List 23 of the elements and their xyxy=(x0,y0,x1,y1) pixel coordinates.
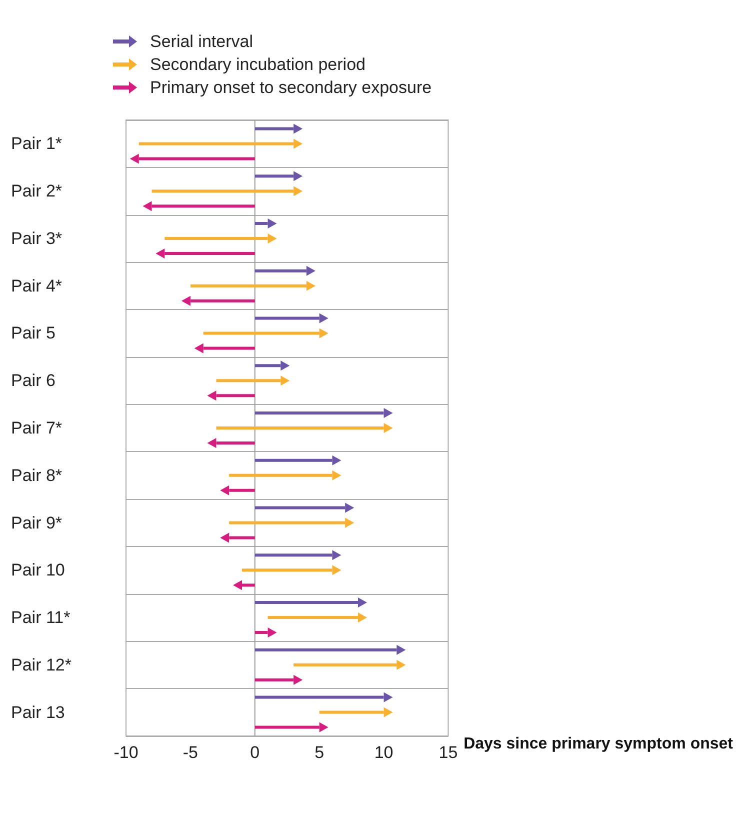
y-tick-label: Pair 2* xyxy=(11,182,62,201)
x-tick-label: 0 xyxy=(250,743,260,762)
x-axis-title: Days since primary symptom onset xyxy=(464,736,734,752)
x-tick-label: 5 xyxy=(314,743,324,762)
y-tick-label: Pair 7* xyxy=(11,418,62,438)
x-tick-label: -5 xyxy=(182,743,198,762)
y-tick-label: Pair 13 xyxy=(11,702,65,722)
y-tick-label: Pair 9* xyxy=(11,513,62,532)
legend-label: Secondary incubation period xyxy=(150,55,366,74)
y-tick-label: Pair 11* xyxy=(11,608,71,628)
legend-label: Serial interval xyxy=(150,32,253,51)
y-tick-label: Pair 8* xyxy=(11,466,62,485)
y-tick-label: Pair 5 xyxy=(11,324,56,343)
y-tick-label: Pair 1* xyxy=(11,134,62,154)
legend-label: Primary onset to secondary exposure xyxy=(150,78,432,97)
y-tick-label: Pair 3* xyxy=(11,228,62,248)
y-tick-label: Pair 12* xyxy=(11,655,72,674)
x-tick-label: 10 xyxy=(374,743,394,762)
x-tick-label: 15 xyxy=(438,743,458,762)
x-tick-label: -10 xyxy=(114,743,138,762)
y-tick-label: Pair 10 xyxy=(11,560,65,580)
y-tick-label: Pair 6 xyxy=(11,371,56,390)
y-tick-label: Pair 4* xyxy=(11,276,62,296)
